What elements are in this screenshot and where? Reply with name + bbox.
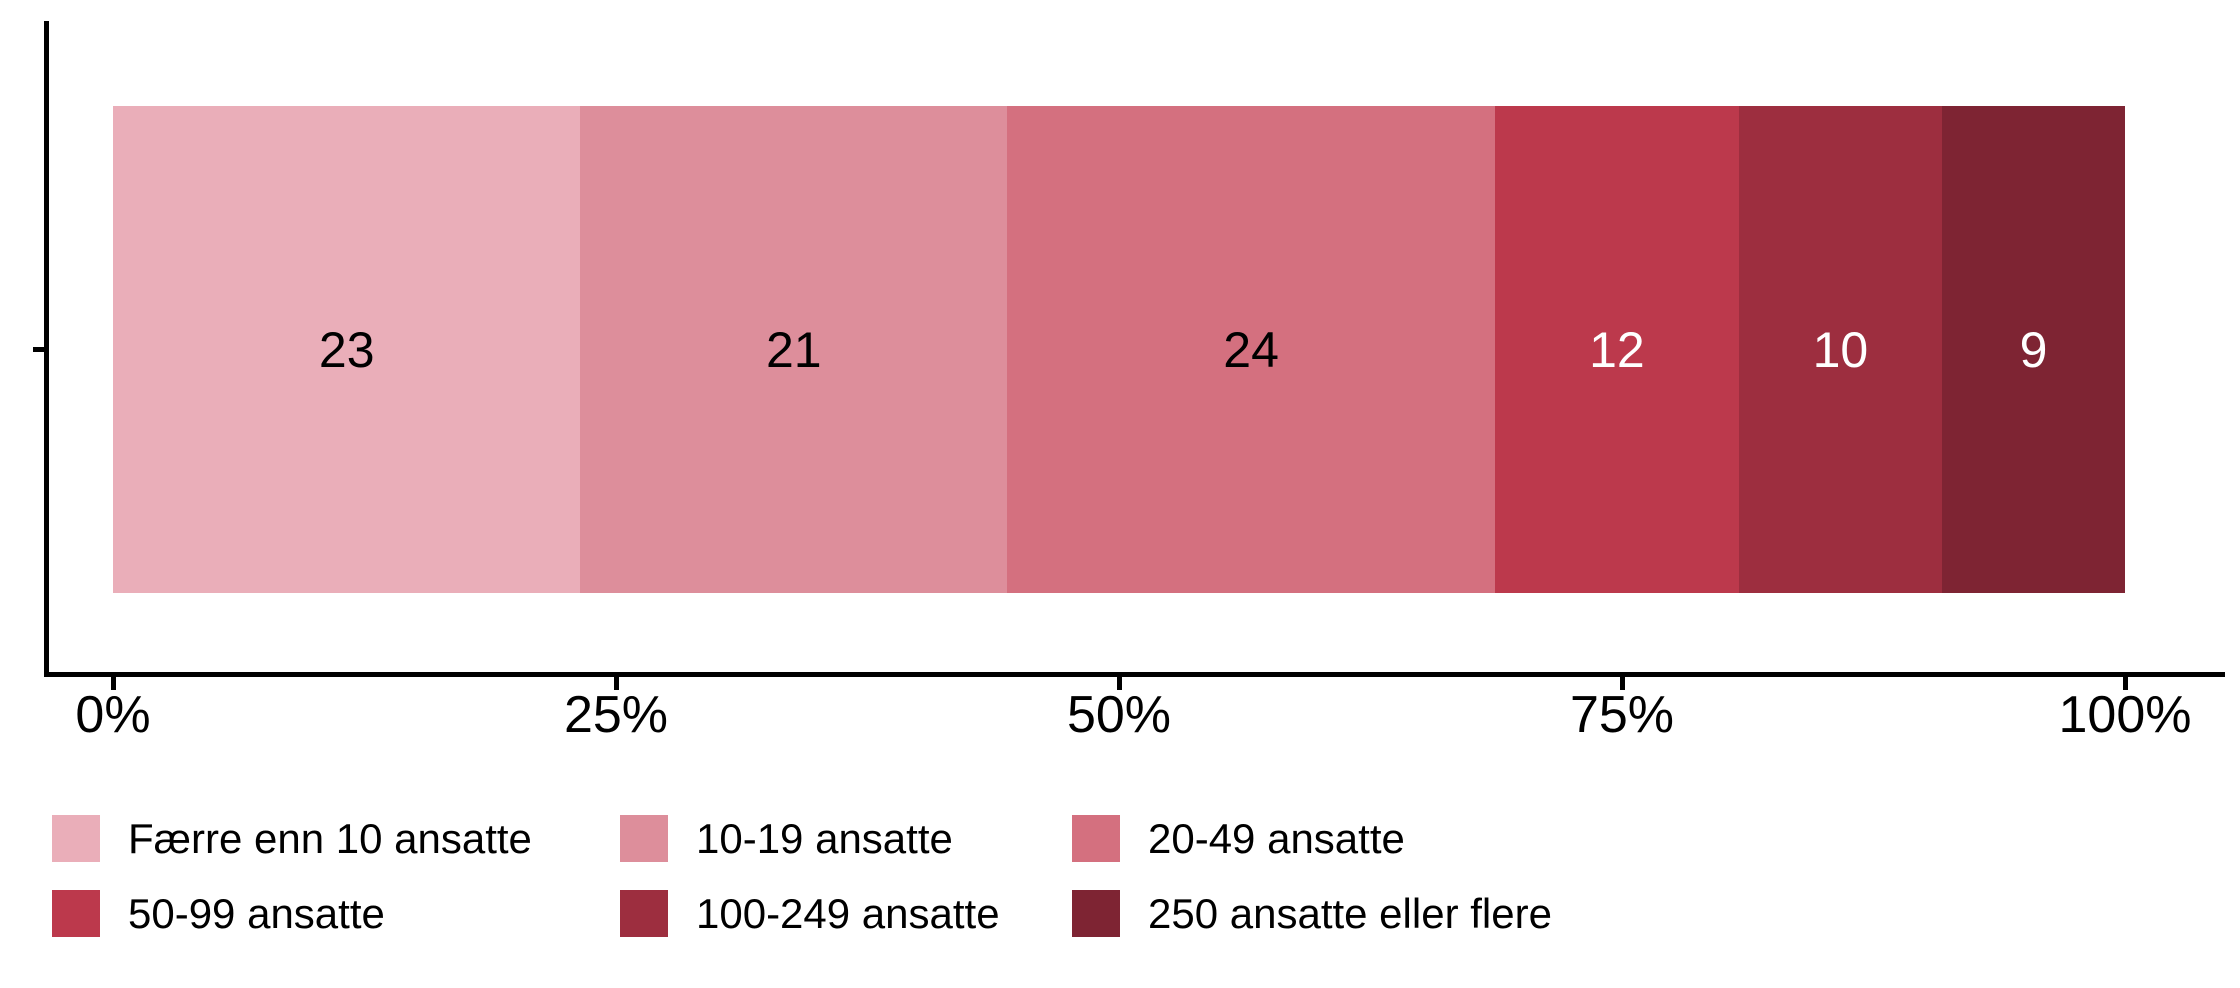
legend-item: 250 ansatte eller flere: [1072, 890, 2202, 937]
y-axis-line: [44, 21, 49, 677]
legend-swatch: [620, 890, 668, 937]
bar-segment: 21: [580, 106, 1008, 593]
legend-label: 20-49 ansatte: [1148, 814, 1405, 862]
x-axis-line: [44, 672, 2225, 677]
x-axis-tick-label: 75%: [1569, 686, 1675, 744]
legend-label: 250 ansatte eller flere: [1148, 889, 1552, 937]
x-axis-tick-label: 25%: [563, 686, 669, 744]
x-axis-tick: [110, 677, 116, 690]
bar-segment: 12: [1494, 106, 1739, 593]
legend-swatch: [620, 815, 668, 862]
bar-segment-value-label: 12: [1589, 321, 1645, 378]
legend-swatch: [52, 815, 100, 862]
x-axis-tick-label: 50%: [1066, 686, 1172, 744]
bar-segment-value-label: 24: [1223, 321, 1279, 378]
legend-item: 50-99 ansatte: [52, 890, 620, 937]
legend-label: 100-249 ansatte: [696, 889, 1000, 937]
legend-label: 10-19 ansatte: [696, 814, 953, 862]
bar-segment: 9: [1942, 106, 2125, 593]
x-axis-tick: [613, 677, 619, 690]
legend-swatch: [52, 890, 100, 937]
bar-segment-value-label: 23: [318, 321, 375, 378]
bar-segment: 24: [1007, 106, 1495, 593]
legend-item: Færre enn 10 ansatte: [52, 815, 620, 862]
bar-segment-value-label: 10: [1812, 321, 1869, 378]
x-axis-tick: [1116, 677, 1122, 690]
legend-swatch: [1072, 890, 1120, 937]
legend-item: 10-19 ansatte: [620, 815, 1072, 862]
x-axis-tick: [2122, 677, 2128, 690]
legend-item: 20-49 ansatte: [1072, 815, 2202, 862]
legend-label: 50-99 ansatte: [128, 889, 385, 937]
x-axis-tick-label: 0%: [75, 686, 151, 744]
x-axis-tick-label: 100%: [2058, 686, 2192, 744]
legend-label: Færre enn 10 ansatte: [128, 814, 532, 862]
bar-segment: 10: [1738, 106, 1943, 593]
legend-item: 100-249 ansatte: [620, 890, 1072, 937]
y-axis-tick: [33, 347, 44, 352]
legend: Færre enn 10 ansatte 10-19 ansatte 20-49 a…: [52, 815, 2202, 937]
stacked-bar: 23 21 24 12 10 9: [113, 106, 2125, 593]
bar-segment: 23: [113, 106, 581, 593]
legend-swatch: [1072, 815, 1120, 862]
bar-segment-value-label: 9: [2019, 321, 2048, 378]
bar-segment-value-label: 21: [766, 321, 822, 378]
x-axis-tick: [1619, 677, 1625, 690]
